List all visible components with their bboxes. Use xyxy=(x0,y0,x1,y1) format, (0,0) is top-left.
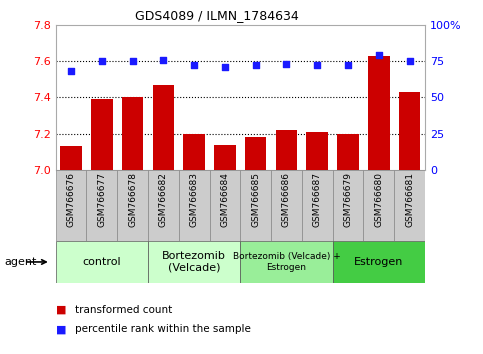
Text: GSM766685: GSM766685 xyxy=(251,172,260,227)
Bar xyxy=(184,134,205,170)
Bar xyxy=(179,170,210,241)
Bar xyxy=(91,99,113,170)
Bar xyxy=(240,170,271,241)
Text: GSM766687: GSM766687 xyxy=(313,172,322,227)
Bar xyxy=(333,170,364,241)
Point xyxy=(128,58,136,64)
Bar xyxy=(276,130,297,170)
Text: ■: ■ xyxy=(56,305,70,315)
Bar xyxy=(245,137,267,170)
Bar xyxy=(240,241,333,283)
Bar xyxy=(368,56,390,170)
Text: percentile rank within the sample: percentile rank within the sample xyxy=(75,324,251,334)
Bar xyxy=(271,170,302,241)
Text: Bortezomib
(Velcade): Bortezomib (Velcade) xyxy=(162,251,226,273)
Bar xyxy=(117,170,148,241)
Bar xyxy=(399,92,420,170)
Bar xyxy=(122,97,143,170)
Bar xyxy=(333,241,425,283)
Point xyxy=(221,64,229,70)
Bar xyxy=(394,170,425,241)
Point xyxy=(98,58,106,64)
Text: GDS4089 / ILMN_1784634: GDS4089 / ILMN_1784634 xyxy=(135,9,299,22)
Text: GSM766681: GSM766681 xyxy=(405,172,414,227)
Text: transformed count: transformed count xyxy=(75,305,172,315)
Bar xyxy=(307,132,328,170)
Text: GSM766677: GSM766677 xyxy=(97,172,106,227)
Text: GSM766683: GSM766683 xyxy=(190,172,199,227)
Point xyxy=(67,68,75,74)
Point xyxy=(313,63,321,68)
Bar xyxy=(86,170,117,241)
Text: control: control xyxy=(83,257,121,267)
Point xyxy=(283,61,290,67)
Bar xyxy=(56,241,148,283)
Bar xyxy=(148,241,241,283)
Bar xyxy=(148,170,179,241)
Text: GSM766679: GSM766679 xyxy=(343,172,353,227)
Text: GSM766678: GSM766678 xyxy=(128,172,137,227)
Text: GSM766676: GSM766676 xyxy=(67,172,75,227)
Bar xyxy=(337,134,359,170)
Bar xyxy=(210,170,240,241)
Text: GSM766682: GSM766682 xyxy=(159,172,168,227)
Bar xyxy=(214,144,236,170)
Text: GSM766680: GSM766680 xyxy=(374,172,384,227)
Point xyxy=(159,57,167,62)
Point xyxy=(252,63,259,68)
Text: agent: agent xyxy=(5,257,37,267)
Bar xyxy=(153,85,174,170)
Bar xyxy=(60,146,82,170)
Point xyxy=(344,63,352,68)
Text: GSM766684: GSM766684 xyxy=(220,172,229,227)
Text: Bortezomib (Velcade) +
Estrogen: Bortezomib (Velcade) + Estrogen xyxy=(233,252,341,272)
Bar xyxy=(56,170,86,241)
Point xyxy=(406,58,413,64)
Text: Estrogen: Estrogen xyxy=(354,257,403,267)
Bar xyxy=(364,170,394,241)
Point xyxy=(375,52,383,58)
Bar xyxy=(302,170,333,241)
Point xyxy=(190,63,198,68)
Text: ■: ■ xyxy=(56,324,70,334)
Text: GSM766686: GSM766686 xyxy=(282,172,291,227)
